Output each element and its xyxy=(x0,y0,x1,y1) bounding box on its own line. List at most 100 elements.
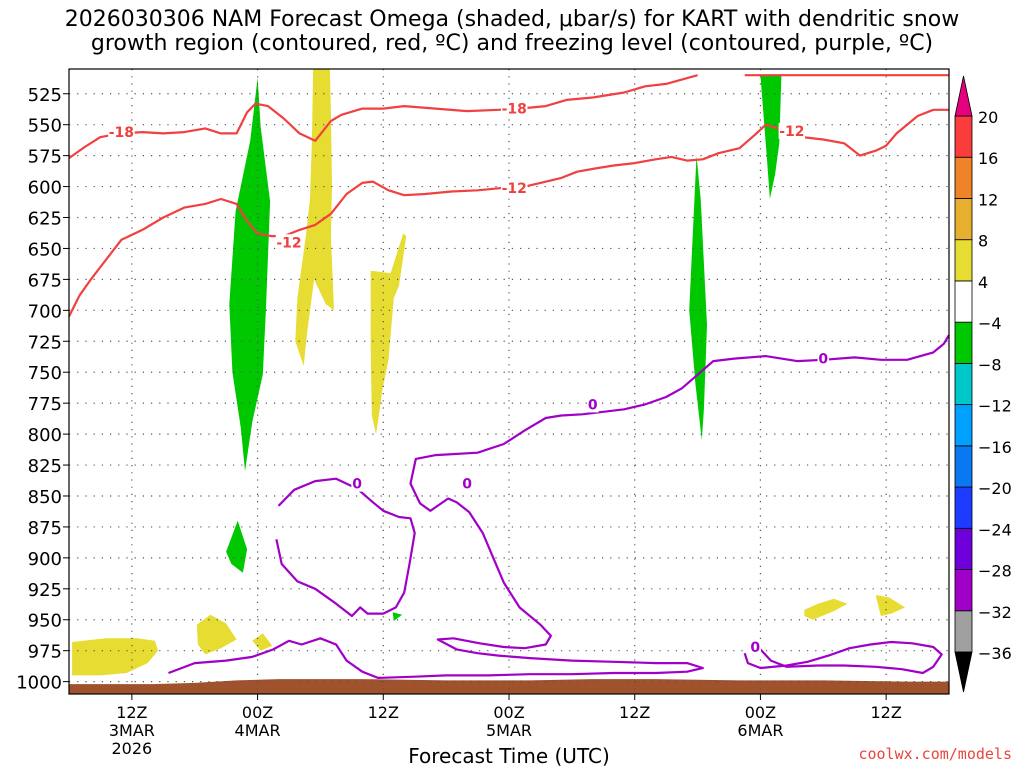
purple-contour-zero-3 xyxy=(743,640,943,675)
contour-label-5: 0 xyxy=(352,477,362,493)
y-tick-label-775: 775 xyxy=(28,394,62,415)
x-tick-label-2-0: 12Z xyxy=(368,703,399,722)
contour-label-bg-2 xyxy=(275,234,303,251)
y-tick-label-750: 750 xyxy=(28,363,62,384)
colorbar-label--20: −20 xyxy=(978,479,1012,498)
omega-green-1 xyxy=(229,77,271,472)
omega-yellow-7 xyxy=(875,595,905,616)
y-tick-label-600: 600 xyxy=(28,178,62,199)
y-tick-label-850: 850 xyxy=(28,487,62,508)
omega-yellow-3 xyxy=(72,638,158,676)
colorbar-band-4 xyxy=(954,445,973,488)
contour-label-8: 0 xyxy=(818,352,828,368)
contour-label-9: 0 xyxy=(750,640,760,656)
colorbar-label--8: −8 xyxy=(978,355,1002,374)
contour-label-bg-4 xyxy=(778,122,806,139)
colorbar-label--4: −4 xyxy=(978,314,1002,333)
colorbar-label--16: −16 xyxy=(978,438,1012,457)
x-tick-label-5-1: 6MAR xyxy=(737,721,783,740)
contour-label-4: -12 xyxy=(779,124,804,140)
contour-label-bg-9 xyxy=(749,638,761,655)
y-tick-label-950: 950 xyxy=(28,611,62,632)
contour-label-1: -18 xyxy=(502,102,527,118)
colorbar-over-arrow xyxy=(954,75,973,117)
red-contour-minus18 xyxy=(68,74,698,159)
colorbar-label-16: 16 xyxy=(978,149,998,168)
contour-label-bg-0 xyxy=(108,124,135,141)
colorbar-band-9 xyxy=(954,239,973,282)
colorbar-band-8 xyxy=(954,280,973,323)
colorbar-band-11 xyxy=(954,156,973,199)
contour-label-6: 0 xyxy=(462,477,472,493)
x-tick-label-6-0: 12Z xyxy=(870,703,901,722)
y-tick-label-625: 625 xyxy=(28,209,62,230)
y-tick-label-725: 725 xyxy=(28,332,62,353)
contour-label-2: -12 xyxy=(276,235,301,251)
colorbar-label--28: −28 xyxy=(978,562,1012,581)
colorbar-label--32: −32 xyxy=(978,603,1012,622)
omega-green-4 xyxy=(760,75,782,199)
colorbar-band-0 xyxy=(954,610,973,653)
colorbar-label-4: 4 xyxy=(978,273,988,292)
x-tick-label-4-0: 12Z xyxy=(619,703,650,722)
contour-label-7: 0 xyxy=(588,397,598,413)
y-tick-label-900: 900 xyxy=(28,549,62,570)
source-credit[interactable]: coolwx.com/models xyxy=(858,745,1012,763)
colorbar: −36 −32 −28 −24 −20 −16 −12 −8 −4 4 8 12 16 20 xyxy=(954,75,1012,693)
contour-labels: -18 -18 -12 -12 -12 0 0 0 0 0 xyxy=(108,100,830,656)
x-tick-label-3-1: 5MAR xyxy=(486,721,532,740)
terrain-band xyxy=(69,679,949,694)
y-tick-label-525: 525 xyxy=(28,85,62,106)
y-tick-label-925: 925 xyxy=(28,580,62,601)
x-tick-label-3-0: 00Z xyxy=(493,703,524,722)
contour-label-bg-5 xyxy=(351,475,363,492)
colorbar-label-20: 20 xyxy=(978,108,998,127)
x-tick-label-0-1: 3MAR xyxy=(109,721,155,740)
contour-label-0: -18 xyxy=(109,125,134,141)
contour-label-bg-1 xyxy=(500,100,528,117)
omega-shading xyxy=(72,69,905,676)
omega-yellow-6 xyxy=(804,598,848,620)
x-tick-label-0-2: 2026 xyxy=(111,739,152,758)
contour-label-bg-6 xyxy=(461,475,473,492)
contour-label-bg-3 xyxy=(500,179,528,196)
x-tick-label-0-0: 12Z xyxy=(116,703,147,722)
y-axis: 525 550 575 600 625 650 675 700 725 750 775 800 825 8… xyxy=(16,85,69,694)
y-tick-label-825: 825 xyxy=(28,456,62,477)
colorbar-band-10 xyxy=(954,198,973,241)
chart-title-line-1: 2026030306 NAM Forecast Omega (shaded, μ… xyxy=(64,7,960,32)
colorbar-band-6 xyxy=(954,362,973,406)
y-tick-label-650: 650 xyxy=(28,239,62,260)
colorbar-label-8: 8 xyxy=(978,232,988,251)
colorbar-band-5 xyxy=(954,404,973,447)
x-tick-label-5-0: 00Z xyxy=(745,703,776,722)
omega-yellow-2 xyxy=(370,233,407,435)
omega-green-5 xyxy=(392,612,403,621)
colorbar-band-12 xyxy=(954,115,973,158)
contour-label-bg-8 xyxy=(817,350,830,367)
y-tick-label-575: 575 xyxy=(28,147,62,168)
x-tick-label-1-1: 4MAR xyxy=(235,721,281,740)
x-tick-label-1-0: 00Z xyxy=(242,703,273,722)
contour-label-bg-7 xyxy=(587,396,599,413)
x-axis-title: Forecast Time (UTC) xyxy=(408,744,610,768)
purple-contour-zero-1 xyxy=(168,334,950,680)
colorbar-label--36: −36 xyxy=(978,644,1012,663)
colorbar-under-arrow xyxy=(954,651,973,693)
colorbar-label--12: −12 xyxy=(978,397,1012,416)
colorbar-band-3 xyxy=(954,486,973,529)
contour-lines xyxy=(68,74,950,680)
y-tick-label-675: 675 xyxy=(28,270,62,291)
purple-contour-zero-2 xyxy=(275,477,416,618)
y-tick-label-875: 875 xyxy=(28,518,62,539)
colorbar-label-12: 12 xyxy=(978,190,998,209)
ground-surface xyxy=(69,679,949,694)
colorbar-band-7 xyxy=(954,321,973,364)
omega-yellow-1 xyxy=(295,69,334,366)
colorbar-band-2 xyxy=(954,527,973,570)
y-tick-label-550: 550 xyxy=(28,116,62,137)
colorbar-band-1 xyxy=(954,569,973,612)
omega-green-2 xyxy=(226,520,248,573)
